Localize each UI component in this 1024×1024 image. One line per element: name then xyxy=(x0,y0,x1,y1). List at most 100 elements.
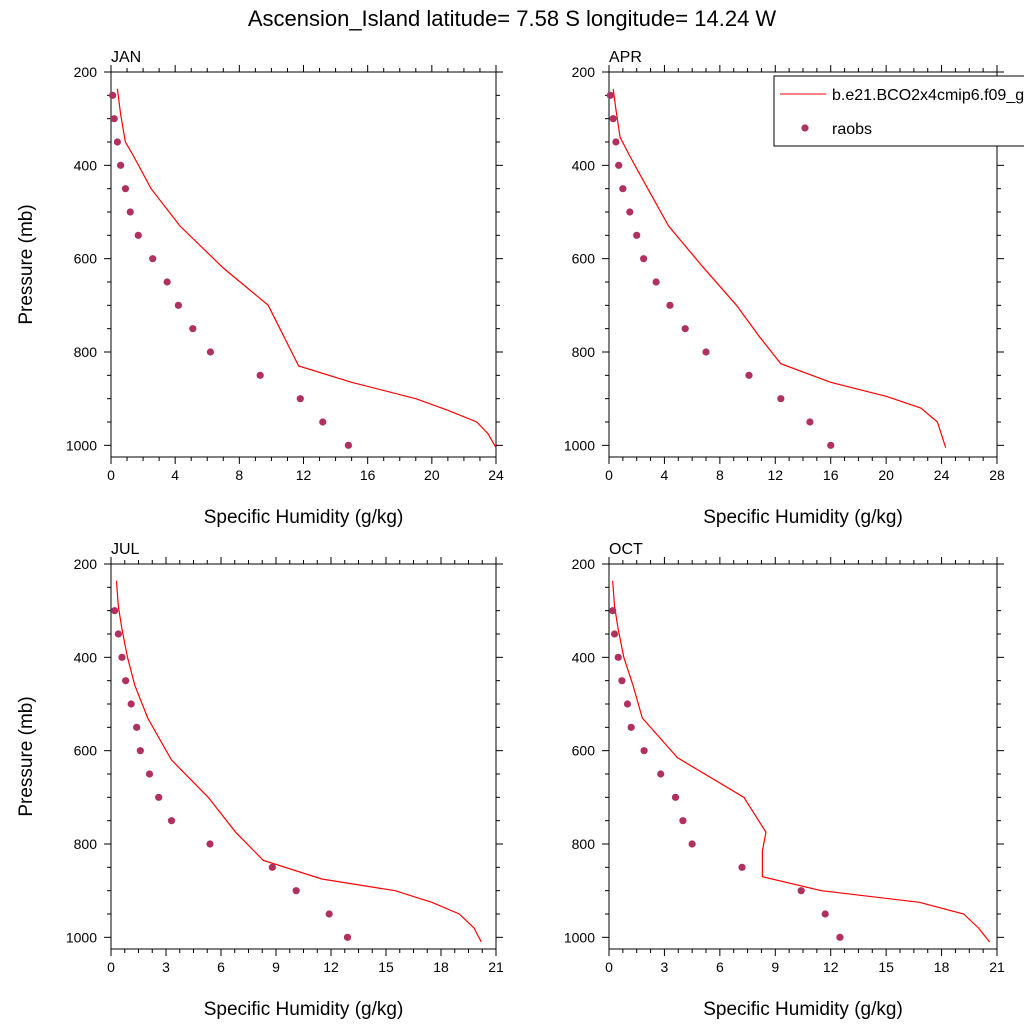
y-tick-label: 800 xyxy=(74,344,98,360)
model-line xyxy=(116,88,497,448)
obs-point xyxy=(167,817,176,825)
obs-point xyxy=(126,208,134,216)
y-tick-label: 800 xyxy=(572,344,596,360)
x-axis-label: Specific Humidity (g/kg) xyxy=(703,999,903,1020)
x-tick-label: 16 xyxy=(360,467,376,483)
x-tick-label: 21 xyxy=(488,959,504,975)
x-tick-label: 18 xyxy=(433,959,449,975)
obs-point xyxy=(827,441,835,449)
obs-point xyxy=(612,138,620,146)
y-axis-label: Pressure (mb) xyxy=(16,696,37,816)
obs-point xyxy=(110,115,118,123)
panel-label: JAN xyxy=(111,49,141,66)
obs-point xyxy=(206,348,215,356)
obs-point xyxy=(681,325,689,333)
obs-point xyxy=(619,185,627,193)
x-tick-label: 18 xyxy=(934,959,950,975)
obs-point xyxy=(114,630,122,638)
model-line xyxy=(115,580,482,943)
obs-point xyxy=(136,747,144,755)
obs-point xyxy=(133,723,141,731)
y-tick-label: 400 xyxy=(572,157,596,173)
y-tick-label: 200 xyxy=(74,64,98,80)
x-tick-label: 3 xyxy=(162,959,170,975)
x-tick-label: 15 xyxy=(878,959,894,975)
x-tick-label: 20 xyxy=(424,467,440,483)
obs-point xyxy=(117,161,125,169)
obs-point xyxy=(325,910,333,918)
x-tick-label: 9 xyxy=(272,959,280,975)
obs-point xyxy=(679,817,687,825)
obs-point xyxy=(609,115,617,123)
x-tick-label: 21 xyxy=(989,959,1005,975)
x-tick-label: 9 xyxy=(771,959,779,975)
obs-point xyxy=(618,677,626,685)
x-tick-label: 0 xyxy=(605,467,613,483)
obs-point xyxy=(610,630,619,638)
panel-jul: JUL 0 3 6 9 12 15 18 21 200 400 600 800 1000 Specific … xyxy=(16,541,504,1020)
obs-point xyxy=(657,770,665,778)
panel-label: APR xyxy=(609,49,642,66)
y-axis-label: Pressure (mb) xyxy=(16,204,37,324)
y-tick-label: 400 xyxy=(572,649,596,665)
y-tick-label: 800 xyxy=(74,836,98,852)
x-tick-label: 12 xyxy=(323,959,339,975)
y-tick-label: 600 xyxy=(74,251,98,267)
obs-point xyxy=(113,138,122,146)
x-axis-label: Specific Humidity (g/kg) xyxy=(703,507,903,528)
x-tick-label: 3 xyxy=(661,959,669,975)
obs-point xyxy=(614,653,622,661)
x-tick-label: 20 xyxy=(878,467,894,483)
obs-point xyxy=(206,840,214,848)
x-tick-label: 6 xyxy=(716,959,724,975)
obs-point xyxy=(806,418,814,426)
legend: b.e21.BCO2x4cmip6.f09_g17.001 raobs xyxy=(773,75,1024,147)
obs-point xyxy=(821,910,829,918)
obs-point xyxy=(777,395,785,403)
obs-point xyxy=(122,677,130,685)
model-line xyxy=(612,580,991,943)
obs-point xyxy=(118,653,126,661)
obs-point xyxy=(626,208,634,216)
obs-point xyxy=(292,887,300,895)
obs-point xyxy=(797,887,805,895)
obs-point xyxy=(343,933,352,941)
obs-point xyxy=(145,770,154,778)
y-tick-label: 1000 xyxy=(66,929,97,945)
obs-point xyxy=(127,700,135,708)
x-tick-label: 24 xyxy=(488,467,504,483)
x-tick-label: 0 xyxy=(605,959,613,975)
legend-model-label: b.e21.BCO2x4cmip6.f09_g17.001 xyxy=(832,87,1024,104)
x-tick-label: 0 xyxy=(107,467,115,483)
x-tick-label: 12 xyxy=(823,959,839,975)
legend-box xyxy=(773,75,1024,147)
obs-point xyxy=(652,278,660,286)
x-tick-label: 8 xyxy=(716,467,724,483)
x-tick-label: 0 xyxy=(107,959,115,975)
y-tick-label: 200 xyxy=(572,64,596,80)
panel-label: JUL xyxy=(111,541,140,558)
obs-point xyxy=(836,933,844,941)
y-tick-label: 800 xyxy=(572,836,596,852)
obs-point xyxy=(627,723,635,731)
obs-point xyxy=(174,301,182,309)
obs-point xyxy=(155,793,163,801)
x-tick-label: 16 xyxy=(823,467,839,483)
obs-point xyxy=(615,161,623,169)
panel-apr: APR 0 4 8 12 16 20 24 28 200 400 600 800 1000 Specific… xyxy=(564,49,1005,528)
x-tick-label: 4 xyxy=(661,467,669,483)
y-tick-label: 1000 xyxy=(564,437,595,453)
obs-point xyxy=(702,348,710,356)
obs-point xyxy=(623,700,632,708)
obs-point xyxy=(745,371,753,379)
y-tick-label: 600 xyxy=(572,251,596,267)
y-tick-label: 1000 xyxy=(66,437,97,453)
legend-obs-label: raobs xyxy=(832,121,872,138)
obs-point xyxy=(738,863,746,871)
obs-point xyxy=(109,91,117,99)
obs-point xyxy=(319,418,327,426)
obs-point xyxy=(163,278,171,286)
y-tick-label: 200 xyxy=(572,556,596,572)
y-tick-label: 1000 xyxy=(564,929,595,945)
